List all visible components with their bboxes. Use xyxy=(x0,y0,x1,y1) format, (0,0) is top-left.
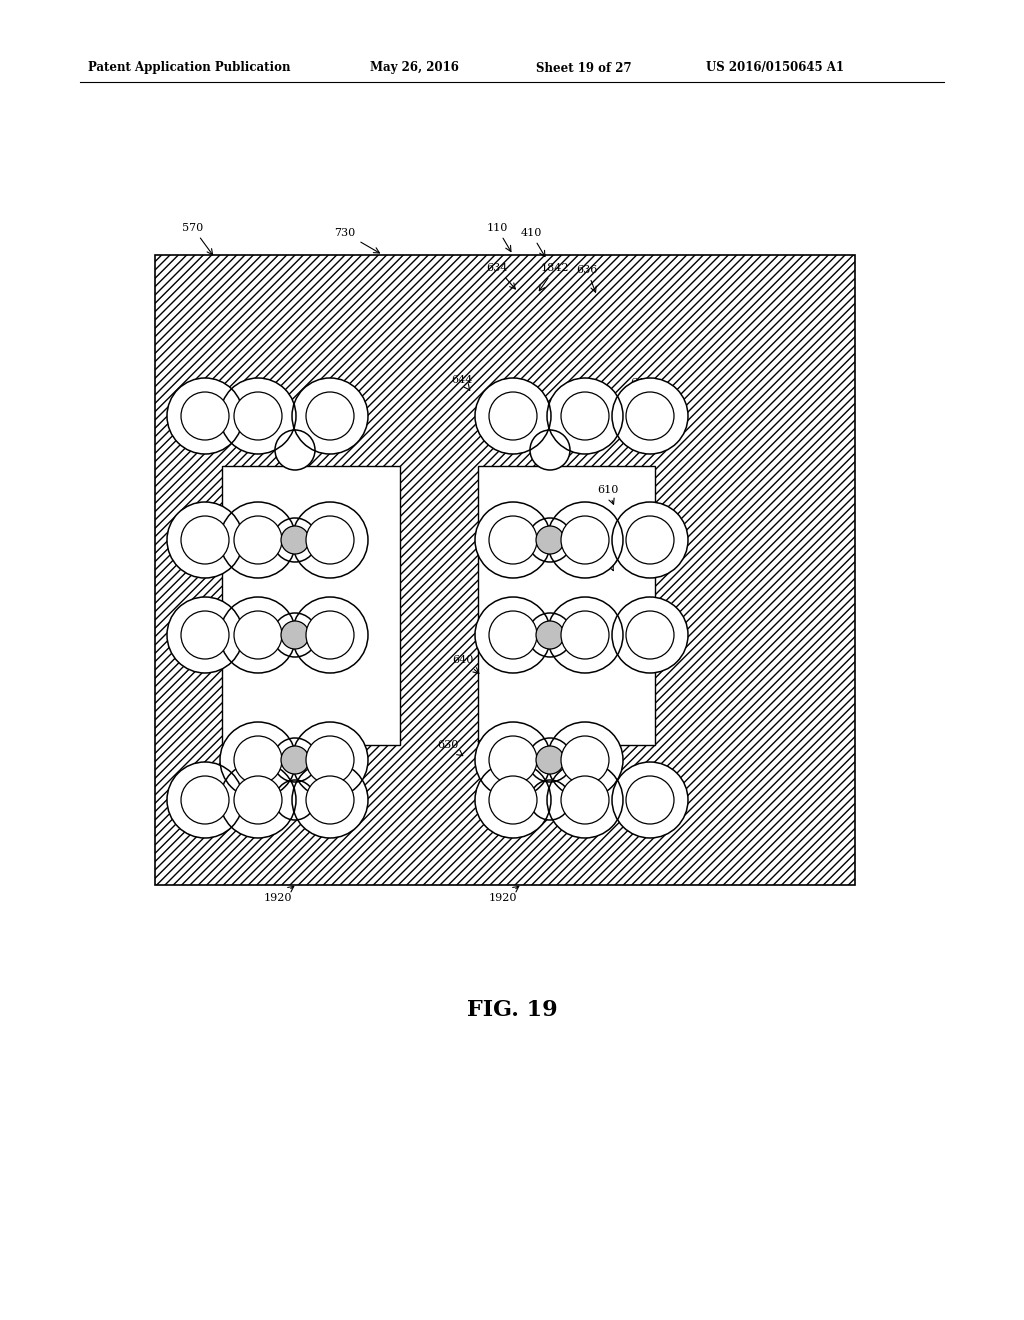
Bar xyxy=(222,466,400,744)
Circle shape xyxy=(292,722,368,799)
Circle shape xyxy=(561,392,609,440)
Circle shape xyxy=(561,776,609,824)
Circle shape xyxy=(306,516,354,564)
Circle shape xyxy=(612,762,688,838)
Circle shape xyxy=(273,517,317,562)
Circle shape xyxy=(220,722,296,799)
Circle shape xyxy=(306,737,354,784)
Circle shape xyxy=(626,611,674,659)
Text: 110: 110 xyxy=(486,223,511,252)
Circle shape xyxy=(220,502,296,578)
Circle shape xyxy=(234,516,282,564)
Circle shape xyxy=(489,737,537,784)
Text: 1842: 1842 xyxy=(540,263,569,290)
Circle shape xyxy=(167,378,243,454)
Text: 636: 636 xyxy=(577,265,598,292)
Circle shape xyxy=(489,776,537,824)
Circle shape xyxy=(292,378,368,454)
Circle shape xyxy=(489,611,537,659)
Circle shape xyxy=(528,738,572,781)
Text: 1840: 1840 xyxy=(476,741,504,755)
Circle shape xyxy=(181,392,229,440)
Text: 642: 642 xyxy=(631,653,651,669)
Text: 644: 644 xyxy=(452,375,473,391)
Circle shape xyxy=(220,597,296,673)
Circle shape xyxy=(292,502,368,578)
Circle shape xyxy=(273,738,317,781)
Circle shape xyxy=(612,378,688,454)
Text: Sheet 19 of 27: Sheet 19 of 27 xyxy=(536,62,632,74)
Text: 634: 634 xyxy=(486,263,515,289)
Circle shape xyxy=(292,762,368,838)
Circle shape xyxy=(475,762,551,838)
Circle shape xyxy=(275,780,315,820)
Text: 646: 646 xyxy=(631,378,651,393)
Text: 610: 610 xyxy=(597,484,618,504)
Circle shape xyxy=(626,516,674,564)
Circle shape xyxy=(536,620,564,649)
Text: 630: 630 xyxy=(437,741,463,755)
Circle shape xyxy=(292,597,368,673)
Circle shape xyxy=(536,525,564,554)
Circle shape xyxy=(475,502,551,578)
Bar xyxy=(155,255,855,884)
Circle shape xyxy=(234,611,282,659)
Text: 730: 730 xyxy=(335,228,380,253)
Circle shape xyxy=(626,776,674,824)
Circle shape xyxy=(561,611,609,659)
Text: May 26, 2016: May 26, 2016 xyxy=(370,62,459,74)
Circle shape xyxy=(234,776,282,824)
Circle shape xyxy=(181,776,229,824)
Text: FIG. 19: FIG. 19 xyxy=(467,999,557,1020)
Circle shape xyxy=(167,597,243,673)
Text: 640: 640 xyxy=(453,655,479,673)
Text: Patent Application Publication: Patent Application Publication xyxy=(88,62,291,74)
Circle shape xyxy=(489,392,537,440)
Text: 632: 632 xyxy=(522,741,544,755)
Circle shape xyxy=(547,378,623,454)
Circle shape xyxy=(306,611,354,659)
Circle shape xyxy=(475,597,551,673)
Circle shape xyxy=(561,516,609,564)
Bar xyxy=(478,466,655,744)
Circle shape xyxy=(612,597,688,673)
Circle shape xyxy=(181,611,229,659)
Circle shape xyxy=(220,762,296,838)
Circle shape xyxy=(306,776,354,824)
Circle shape xyxy=(612,502,688,578)
Circle shape xyxy=(561,737,609,784)
Text: US 2016/0150645 A1: US 2016/0150645 A1 xyxy=(706,62,844,74)
Circle shape xyxy=(530,430,570,470)
Circle shape xyxy=(281,746,309,774)
Circle shape xyxy=(530,780,570,820)
Circle shape xyxy=(528,612,572,657)
Circle shape xyxy=(475,378,551,454)
Text: 570: 570 xyxy=(182,223,213,255)
Circle shape xyxy=(626,392,674,440)
Text: 1932: 1932 xyxy=(487,521,524,539)
Text: 1920: 1920 xyxy=(264,887,294,903)
Circle shape xyxy=(489,516,537,564)
Circle shape xyxy=(528,517,572,562)
Circle shape xyxy=(181,516,229,564)
Circle shape xyxy=(547,597,623,673)
Circle shape xyxy=(536,746,564,774)
Circle shape xyxy=(220,378,296,454)
Circle shape xyxy=(275,430,315,470)
Circle shape xyxy=(306,392,354,440)
Circle shape xyxy=(234,737,282,784)
Text: 610: 610 xyxy=(597,554,618,570)
Circle shape xyxy=(547,722,623,799)
Circle shape xyxy=(273,612,317,657)
Text: 410: 410 xyxy=(520,228,545,256)
Circle shape xyxy=(281,525,309,554)
Circle shape xyxy=(547,762,623,838)
Circle shape xyxy=(167,502,243,578)
Circle shape xyxy=(475,722,551,799)
Circle shape xyxy=(234,392,282,440)
Circle shape xyxy=(281,620,309,649)
Circle shape xyxy=(547,502,623,578)
Circle shape xyxy=(167,762,243,838)
Text: 1920: 1920 xyxy=(488,887,519,903)
